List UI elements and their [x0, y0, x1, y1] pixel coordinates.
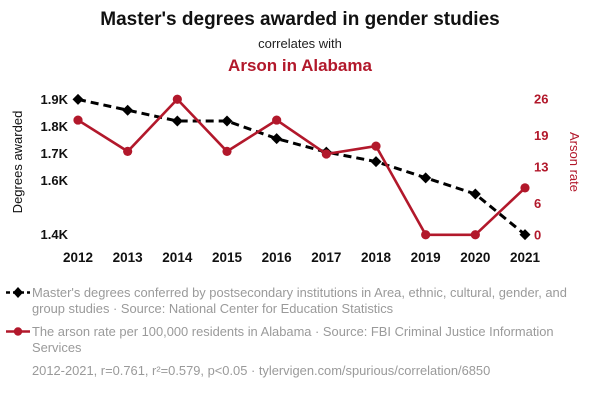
data-point-circle — [321, 149, 331, 159]
x-axis-tick-label: 2012 — [63, 250, 93, 265]
y-axis-tick-label-right: 13 — [534, 159, 548, 174]
x-axis-tick-label: 2020 — [460, 250, 490, 265]
line-chart: 1.9K 1.8K 1.7K 1.6K 1.4K 26 19 13 6 0 2012 2013 2014… — [41, 91, 549, 265]
legend-item-label: Master's degrees conferred by postsecond… — [32, 284, 567, 316]
data-point-circle — [73, 115, 83, 125]
y-axis-tick-label-right: 26 — [534, 91, 548, 106]
y-axis-tick-label-right: 19 — [534, 128, 548, 143]
x-axis-tick-label: 2018 — [361, 250, 392, 265]
x-axis-tick-label: 2013 — [113, 250, 144, 265]
legend: Master's degrees conferred by postsecond… — [0, 285, 600, 379]
legend-item-arson: The arson rate per 100,000 residents in … — [6, 324, 580, 356]
x-axis-tick-label: 2015 — [212, 250, 243, 265]
chart-area: 1.9K 1.8K 1.7K 1.6K 1.4K 26 19 13 6 0 2012 2013 2014… — [0, 80, 600, 275]
data-point-diamond — [72, 93, 84, 105]
correlates-with-text: correlates with — [258, 35, 342, 51]
chart-header: Master's degrees awarded in gender studi… — [0, 0, 600, 76]
data-point-circle — [222, 146, 232, 156]
arson-legend-icon — [6, 324, 32, 343]
data-point-circle — [272, 115, 282, 125]
data-point-diamond — [122, 104, 134, 116]
data-point-circle — [470, 229, 480, 240]
data-point-diamond — [171, 115, 183, 127]
data-point-circle — [172, 94, 182, 104]
x-axis-tick-label: 2021 — [510, 250, 541, 265]
y-axis-tick-label-left: 1.7K — [41, 146, 69, 161]
y-axis-tick-label-left: 1.9K — [41, 92, 69, 107]
x-axis-tick-label: 2016 — [262, 250, 293, 265]
correlate-title: Arson in Alabama — [228, 55, 372, 75]
y-axis-tick-label-left: 1.4K — [41, 227, 69, 242]
legend-footnote: 2012-2021, r=0.761, r²=0.579, p<0.05 · t… — [32, 362, 491, 378]
data-point-diamond — [469, 188, 481, 200]
data-point-diamond — [370, 155, 382, 167]
y-axis-tick-label-right: 0 — [534, 227, 541, 242]
legend-item-label: The arson rate per 100,000 residents in … — [32, 323, 554, 355]
x-axis-tick-label: 2014 — [162, 250, 193, 265]
y-axis-tick-label-left: 1.8K — [41, 119, 69, 134]
data-point-diamond — [271, 132, 283, 144]
data-point-circle — [421, 229, 431, 240]
y-axis-tick-label-right: 6 — [534, 196, 541, 211]
degrees-series-line — [77, 97, 526, 236]
data-point-diamond — [519, 228, 531, 240]
data-point-circle — [371, 141, 381, 151]
data-point-diamond — [221, 115, 233, 127]
legend-footnote-row: 2012-2021, r=0.761, r²=0.579, p<0.05 · t… — [6, 363, 580, 379]
legend-icon-spacer — [6, 363, 32, 364]
degrees-legend-icon — [6, 285, 32, 304]
data-point-circle — [123, 146, 133, 156]
page-title: Master's degrees awarded in gender studi… — [100, 9, 500, 30]
y-axis-tick-label-left: 1.6K — [41, 173, 69, 188]
x-axis-tick-label: 2017 — [311, 250, 341, 265]
arson-series-line — [77, 97, 526, 236]
data-point-diamond — [420, 172, 432, 184]
legend-item-degrees: Master's degrees conferred by postsecond… — [6, 285, 580, 317]
data-point-circle — [520, 183, 530, 193]
x-axis-tick-label: 2019 — [411, 250, 441, 265]
